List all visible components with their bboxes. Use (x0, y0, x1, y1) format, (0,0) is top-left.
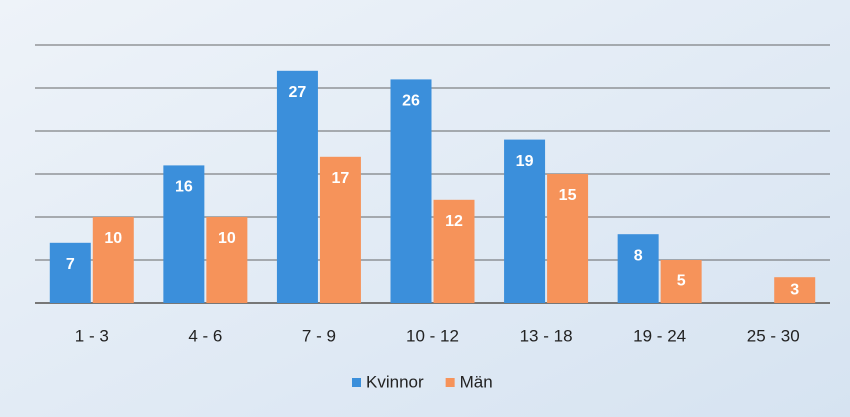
bar (774, 277, 816, 303)
value-label: 16 (175, 179, 193, 196)
bar (206, 217, 248, 303)
x-tick-label: 4 - 6 (188, 326, 222, 345)
bar (433, 199, 475, 303)
bar (276, 70, 318, 303)
bar (504, 139, 546, 303)
value-label: 19 (516, 153, 534, 170)
bar (547, 174, 589, 303)
x-tick-label: 10 - 12 (406, 326, 459, 345)
x-tick-label: 13 - 18 (520, 326, 573, 345)
legend-swatch (352, 378, 361, 387)
value-label: 7 (66, 256, 75, 273)
bar (660, 260, 702, 303)
value-label: 17 (332, 170, 350, 187)
x-tick-label: 25 - 30 (747, 326, 800, 345)
legend-label: Män (460, 372, 493, 391)
value-label: 26 (402, 93, 420, 110)
bar (390, 79, 432, 304)
value-label: 15 (559, 187, 577, 204)
value-label: 12 (445, 213, 463, 230)
value-label: 5 (677, 273, 686, 290)
value-label: 10 (104, 230, 122, 247)
legend-swatch (445, 378, 455, 387)
x-tick-label: 19 - 24 (633, 326, 686, 345)
value-label: 3 (790, 281, 799, 298)
legend-label: Kvinnor (366, 372, 424, 391)
value-label: 8 (634, 247, 643, 264)
value-label: 27 (289, 84, 307, 101)
value-label: 10 (218, 230, 236, 247)
bar (49, 242, 91, 303)
bar (163, 165, 205, 303)
bar (617, 234, 659, 303)
bar (319, 156, 361, 303)
x-tick-label: 1 - 3 (75, 326, 109, 345)
bar (92, 217, 134, 303)
x-tick-label: 7 - 9 (302, 326, 336, 345)
